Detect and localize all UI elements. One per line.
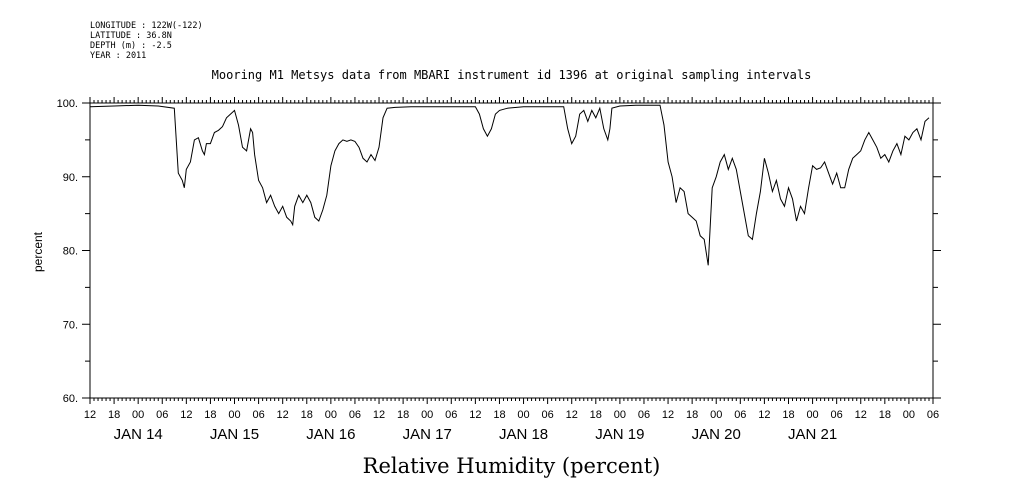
x-tick-label: 12 [373, 409, 385, 421]
y-tick-label: 60. [63, 393, 78, 405]
x-day-label: JAN 16 [306, 426, 355, 443]
x-tick-label: 12 [566, 409, 578, 421]
x-tick-label: 00 [517, 409, 529, 421]
x-tick-label: 00 [228, 409, 240, 421]
y-tick-label: 70. [63, 319, 78, 331]
x-tick-label: 06 [252, 409, 264, 421]
x-tick-label: 06 [445, 409, 457, 421]
x-tick-label: 12 [758, 409, 770, 421]
x-tick-label: 00 [710, 409, 722, 421]
x-day-label: JAN 14 [114, 426, 163, 443]
axes-layer: 12 18 00 06 12 18 00 06 12 18 00 06 12 18 00 06 12 18 00 06… [57, 97, 941, 443]
x-tick-label: 12 [855, 409, 867, 421]
x-tick-label: 12 [662, 409, 674, 421]
x-day-label: JAN 18 [499, 426, 548, 443]
x-tick-label: 06 [542, 409, 554, 421]
series-layer [89, 104, 930, 266]
y-tick-label: 90. [63, 172, 78, 184]
x-tick-label: 18 [108, 409, 120, 421]
x-day-label: JAN 15 [210, 426, 259, 443]
x-day-label: JAN 17 [403, 426, 452, 443]
x-tick-label: 12 [180, 409, 192, 421]
x-tick-label: 06 [156, 409, 168, 421]
x-tick-label: 06 [349, 409, 361, 421]
x-day-label: JAN 21 [788, 426, 837, 443]
x-tick-label: 18 [686, 409, 698, 421]
x-tick-label: 06 [927, 409, 939, 421]
x-tick-label: 00 [903, 409, 915, 421]
x-tick-label: 18 [493, 409, 505, 421]
chart-title: Mooring M1 Metsys data from MBARI instru… [211, 68, 812, 82]
x-tick-label: 00 [421, 409, 433, 421]
latitude-text: LATITUDE : 36.8N [90, 31, 172, 41]
location-metadata: LONGITUDE : 122W(-122) LATITUDE : 36.8N … [90, 21, 203, 61]
y-axis-label: percent [31, 231, 45, 272]
x-tick-label: 18 [782, 409, 794, 421]
x-tick-label: 18 [204, 409, 216, 421]
x-tick-label: 00 [132, 409, 144, 421]
x-tick-label: 06 [734, 409, 746, 421]
depth-text: DEPTH (m) : -2.5 [90, 41, 172, 51]
x-tick-label: 18 [301, 409, 313, 421]
x-day-label: JAN 19 [595, 426, 644, 443]
x-tick-label: 18 [397, 409, 409, 421]
y-tick-label: 80. [63, 246, 78, 258]
x-tick-label: 12 [469, 409, 481, 421]
x-tick-label: 12 [84, 409, 96, 421]
plot-frame [89, 102, 934, 399]
x-tick-label: 00 [325, 409, 337, 421]
x-tick-label: 00 [806, 409, 818, 421]
year-text: YEAR : 2011 [90, 51, 147, 61]
x-day-label: JAN 20 [692, 426, 741, 443]
longitude-text: LONGITUDE : 122W(-122) [90, 21, 203, 31]
humidity-series-line [89, 104, 930, 266]
y-tick-label: 100. [57, 98, 78, 110]
x-tick-label: 12 [277, 409, 289, 421]
x-tick-label: 18 [590, 409, 602, 421]
x-tick-label: 18 [879, 409, 891, 421]
x-tick-label: 06 [831, 409, 843, 421]
x-tick-label: 06 [638, 409, 650, 421]
x-axis-label: Relative Humidity (percent) [362, 454, 661, 478]
x-tick-label: 00 [614, 409, 626, 421]
